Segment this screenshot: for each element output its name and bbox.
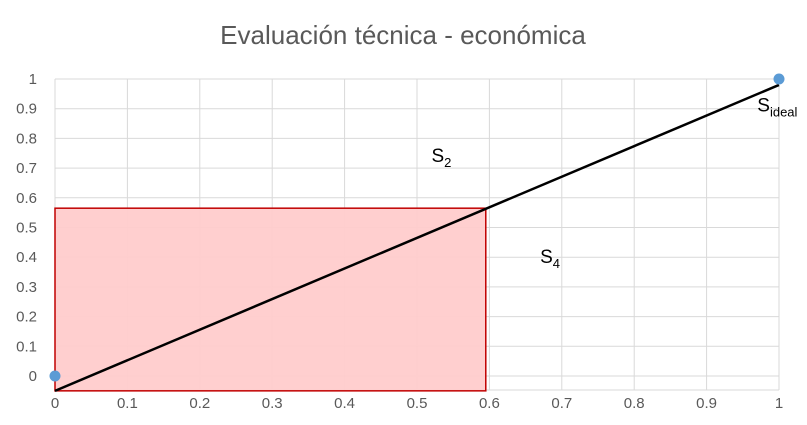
x-tick-label: 0.3	[262, 395, 283, 412]
y-tick-label: 1	[29, 71, 37, 88]
tick-layer: 0 0.1 0.2 0.3 0.4 0.5 0.6 0.7 0.8 0.9 1 0 0.1 0.2 0.3 0…	[16, 71, 783, 412]
data-point	[49, 370, 61, 382]
x-tick-label: 0.2	[189, 395, 210, 412]
x-tick-label: 0.9	[696, 395, 717, 412]
annotation-layer: S2 S4 Sideal	[431, 96, 797, 271]
x-tick-label: 0.7	[551, 395, 572, 412]
annotation-label: S2	[431, 146, 451, 170]
data-point	[773, 73, 785, 85]
y-tick-label: 0.1	[16, 338, 37, 355]
x-tick-label: 0.1	[117, 395, 138, 412]
x-tick-label: 0.8	[624, 395, 645, 412]
chart-title: Evaluación técnica - económica	[220, 20, 586, 50]
x-tick-label: 0.6	[479, 395, 500, 412]
y-tick-label: 0.6	[16, 190, 37, 207]
y-tick-label: 0.8	[16, 130, 37, 147]
x-tick-label: 0.4	[334, 395, 355, 412]
x-tick-label: 0	[51, 395, 59, 412]
y-tick-label: 0.9	[16, 101, 37, 118]
series-line	[54, 83, 780, 393]
annotation-label: S4	[540, 247, 560, 271]
y-tick-label: 0.3	[16, 279, 37, 296]
point-layer	[49, 73, 785, 382]
y-tick-label: 0.7	[16, 160, 37, 177]
line-layer	[54, 83, 780, 393]
y-tick-label: 0.2	[16, 309, 37, 326]
y-tick-label: 0	[29, 368, 37, 385]
annotation-label: Sideal	[757, 96, 797, 120]
y-tick-label: 0.4	[16, 249, 37, 266]
x-tick-label: 0.5	[407, 395, 428, 412]
x-tick-label: 1	[775, 395, 783, 412]
y-tick-label: 0.5	[16, 220, 37, 237]
